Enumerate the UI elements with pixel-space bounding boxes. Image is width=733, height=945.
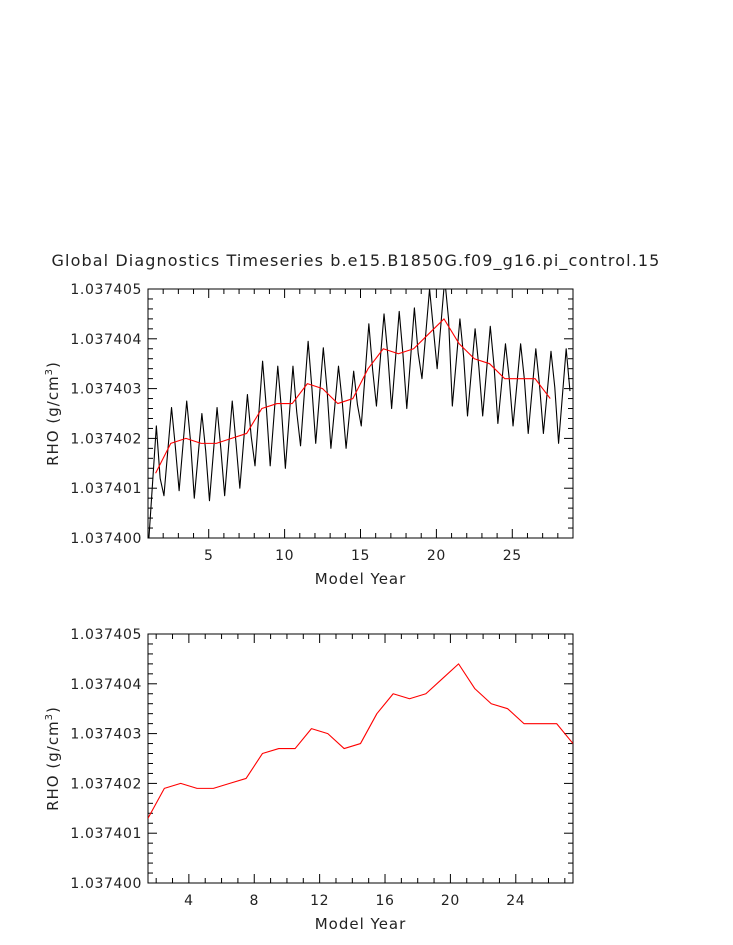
plot-frame [147, 633, 574, 884]
annual-mean-series-line [148, 663, 573, 819]
y-tick-label: 1.037404 [70, 677, 142, 693]
plot-lines [148, 289, 571, 538]
y-tick-label: 1.037402 [70, 776, 142, 792]
x-tick-label: 12 [310, 893, 329, 909]
x-tick-label: 20 [441, 893, 460, 909]
x-tick-label: 5 [204, 548, 214, 564]
plot-frame [147, 288, 574, 539]
y-tick-label: 1.037404 [70, 332, 142, 348]
annual-mean-series-line [155, 318, 551, 474]
y-tick-label: 1.037400 [70, 876, 142, 892]
bottom-annual-mean-panel: 1.037400 1.037401 1.037402 1.037403 1.037404… [44, 627, 574, 933]
x-tick-label: 8 [249, 893, 259, 909]
y-tick-label: 1.037400 [70, 531, 142, 547]
top-timeseries-panel: 1.037400 1.037401 1.037402 1.037403 1.037404… [44, 282, 574, 588]
x-tick-label: 25 [503, 548, 522, 564]
y-tick-label: 1.037403 [70, 727, 142, 743]
chart-title: Global Diagnostics Timeseries b.e15.B185… [52, 251, 661, 271]
x-tick-label: 20 [427, 548, 446, 564]
y-tick-label: 1.037405 [70, 627, 142, 643]
monthly-series-line [148, 289, 571, 538]
x-axis-label: Model Year [315, 915, 407, 933]
y-tick-label: 1.037405 [70, 282, 142, 298]
x-tick-label: 4 [184, 893, 194, 909]
x-axis-label: Model Year [315, 570, 407, 588]
x-tick-label: 15 [351, 548, 370, 564]
x-tick-label: 24 [506, 893, 525, 909]
y-tick-label: 1.037402 [70, 431, 142, 447]
x-tick-label: 10 [275, 548, 294, 564]
y-tick-label: 1.037401 [70, 481, 142, 497]
x-tick-label: 16 [376, 893, 395, 909]
y-tick-label: 1.037401 [70, 826, 142, 842]
y-axis-label: RHO (g/cm3) [44, 361, 62, 466]
y-tick-label: 1.037403 [70, 382, 142, 398]
plot-lines [148, 663, 573, 819]
y-axis-label: RHO (g/cm3) [44, 706, 62, 811]
